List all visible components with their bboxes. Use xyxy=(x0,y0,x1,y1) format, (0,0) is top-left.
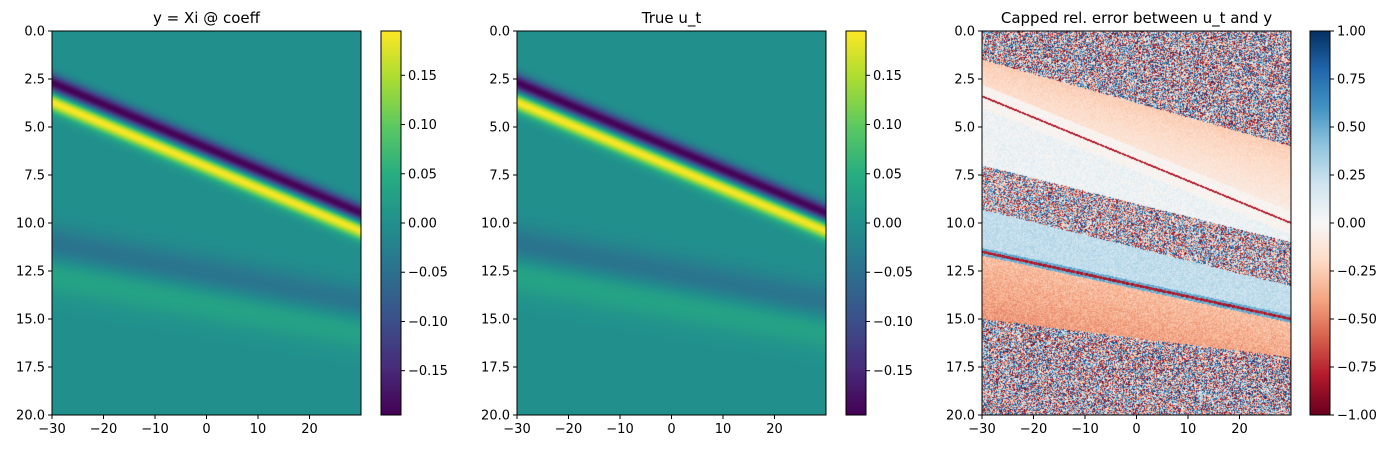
panel-2: True u_t −30 −20 −10 0 10 20 0.0 2.5 5.0 7.5 10.0 12… xyxy=(481,9,913,437)
y-tick-label: 20.0 xyxy=(16,409,45,424)
x-tick-label: 10 xyxy=(250,422,267,437)
colorbar-tick-label: 0.15 xyxy=(873,69,902,84)
y-tick-label: 15.0 xyxy=(481,313,510,328)
y-tick-label: 7.5 xyxy=(489,169,510,184)
y-tick-label: 2.5 xyxy=(954,73,975,88)
x-tick-label: −10 xyxy=(1071,422,1098,437)
colorbar-tick-label: 0.15 xyxy=(408,69,437,84)
heatmap-image-3 xyxy=(982,31,1291,415)
x-tick-label: 0 xyxy=(667,422,675,437)
y-tick-label: 5.0 xyxy=(489,121,510,136)
colorbar-1 xyxy=(381,31,401,415)
colorbar-tick-label: −0.50 xyxy=(1337,313,1377,328)
y-tick-label: 20.0 xyxy=(946,409,975,424)
x-tick-label: −20 xyxy=(555,422,582,437)
colorbar-tick-label: 0.10 xyxy=(408,118,437,133)
y-tick-label: 17.5 xyxy=(481,361,510,376)
x-tick-label: −30 xyxy=(38,422,65,437)
heatmap-image-1 xyxy=(52,31,361,415)
colorbar-tick-label: 0.25 xyxy=(1337,169,1366,184)
colorbar-tick-label: −0.25 xyxy=(1337,265,1377,280)
colorbar-tick-label: 1.00 xyxy=(1337,25,1366,40)
colorbar-tick-label: −0.05 xyxy=(873,266,913,281)
y-tick-label: 5.0 xyxy=(24,121,45,136)
colorbar-tick-label: −0.15 xyxy=(873,364,913,379)
colorbar-tick-label: −0.10 xyxy=(873,315,913,330)
colorbar-tick-label: 0.50 xyxy=(1337,121,1366,136)
chart-title-3: Capped rel. error between u_t and y xyxy=(1001,9,1272,28)
y-tick-label: 12.5 xyxy=(16,265,45,280)
panel-3: Capped rel. error between u_t and y −30 −2… xyxy=(946,9,1377,437)
y-tick-label: 10.0 xyxy=(16,217,45,232)
colorbar-3 xyxy=(1310,31,1330,415)
x-tick-label: −10 xyxy=(141,422,168,437)
chart-title-2: True u_t xyxy=(641,9,702,28)
x-tick-label: −20 xyxy=(90,422,117,437)
x-tick-label: 10 xyxy=(1180,422,1197,437)
y-tick-label: 17.5 xyxy=(16,361,45,376)
x-tick-label: 20 xyxy=(766,422,783,437)
colorbar-tick-label: 0.05 xyxy=(408,167,437,182)
y-tick-label: 12.5 xyxy=(481,265,510,280)
chart-title-1: y = Xi @ coeff xyxy=(153,9,261,27)
colorbar-tick-label: 0.05 xyxy=(873,167,902,182)
colorbar-tick-label: 0.00 xyxy=(408,217,437,232)
y-tick-label: 0.0 xyxy=(489,25,510,40)
y-tick-label: 5.0 xyxy=(954,121,975,136)
x-tick-label: −10 xyxy=(606,422,633,437)
colorbar-tick-label: 0.10 xyxy=(873,118,902,133)
x-tick-label: 20 xyxy=(1231,422,1248,437)
y-tick-label: 20.0 xyxy=(481,409,510,424)
colorbar-tick-label: −0.10 xyxy=(408,315,448,330)
y-tick-label: 12.5 xyxy=(946,265,975,280)
y-tick-label: 0.0 xyxy=(954,25,975,40)
colorbar-tick-label: −0.75 xyxy=(1337,361,1377,376)
colorbar-tick-label: −0.05 xyxy=(408,266,448,281)
y-tick-label: 2.5 xyxy=(24,73,45,88)
heatmap-image-2 xyxy=(517,31,826,415)
y-tick-label: 15.0 xyxy=(946,313,975,328)
y-tick-label: 7.5 xyxy=(24,169,45,184)
colorbar-tick-label: −1.00 xyxy=(1337,409,1377,424)
colorbar-tick-label: 0.00 xyxy=(873,217,902,232)
panel-1: y = Xi @ coeff −30 −20 −10 0 10 20 0.0 2.5 5.0 7.5… xyxy=(16,9,448,437)
y-tick-label: 2.5 xyxy=(489,73,510,88)
colorbar-2 xyxy=(846,31,866,415)
y-tick-label: 17.5 xyxy=(946,361,975,376)
y-tick-label: 10.0 xyxy=(481,217,510,232)
y-tick-label: 10.0 xyxy=(946,217,975,232)
x-tick-label: −20 xyxy=(1020,422,1047,437)
colorbar-tick-label: −0.15 xyxy=(408,364,448,379)
y-tick-label: 15.0 xyxy=(16,313,45,328)
x-tick-label: 20 xyxy=(301,422,318,437)
x-tick-label: 0 xyxy=(202,422,210,437)
x-tick-label: 0 xyxy=(1132,422,1140,437)
y-tick-label: 7.5 xyxy=(954,169,975,184)
x-tick-label: −30 xyxy=(968,422,995,437)
colorbar-tick-label: 0.00 xyxy=(1337,217,1366,232)
x-tick-label: 10 xyxy=(715,422,732,437)
y-tick-label: 0.0 xyxy=(24,25,45,40)
x-tick-label: −30 xyxy=(503,422,530,437)
colorbar-tick-label: 0.75 xyxy=(1337,73,1366,88)
